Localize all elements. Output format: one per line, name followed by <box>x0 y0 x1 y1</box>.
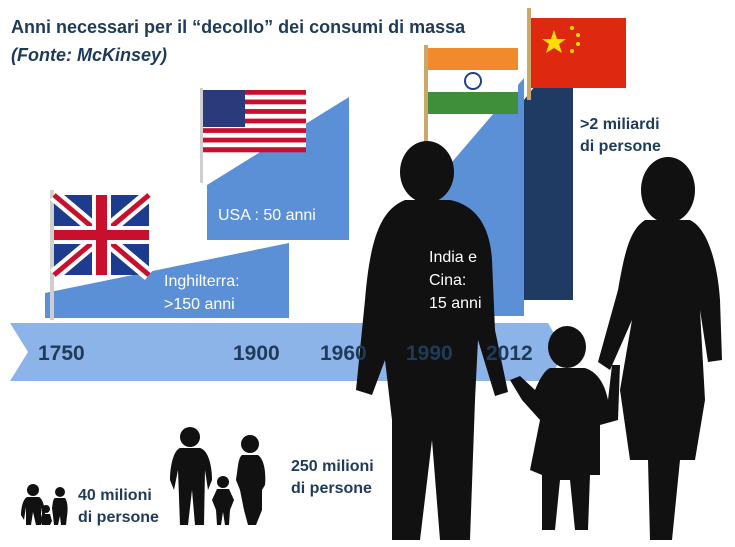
china-flag-icon <box>527 8 626 100</box>
usa-flag-icon <box>200 88 306 183</box>
year-label-1750: 1750 <box>38 342 85 365</box>
india-china-stage-label: India e Cina: 15 anni <box>429 249 482 312</box>
family-silhouette-medium <box>170 427 266 525</box>
population-label-40m: 40 milioni di persone <box>78 487 159 526</box>
population-label-250m: 250 milioni di persone <box>291 458 374 497</box>
usa-stage-block <box>207 97 349 240</box>
india-flag-icon <box>424 45 518 145</box>
uk-stage-label: Inghilterra: >150 anni <box>164 273 240 313</box>
year-label-1900: 1900 <box>233 342 280 365</box>
page-source: (Fonte: McKinsey) <box>11 45 168 65</box>
page-title: Anni necessari per il “decollo” dei cons… <box>11 17 466 37</box>
uk-stage-block <box>45 243 289 318</box>
family-silhouette-large <box>356 141 722 540</box>
family-silhouette-small <box>21 484 68 525</box>
china-population-label: >2 miliardi di persone <box>580 116 661 155</box>
year-label-1960: 1960 <box>320 342 367 365</box>
uk-flag-icon <box>49 190 154 320</box>
usa-stage-label: USA : 50 anni <box>218 207 316 224</box>
china-stage-block <box>524 38 573 300</box>
year-label-1990: 1990 <box>406 342 453 365</box>
year-label-2012: 2012 <box>486 342 533 365</box>
